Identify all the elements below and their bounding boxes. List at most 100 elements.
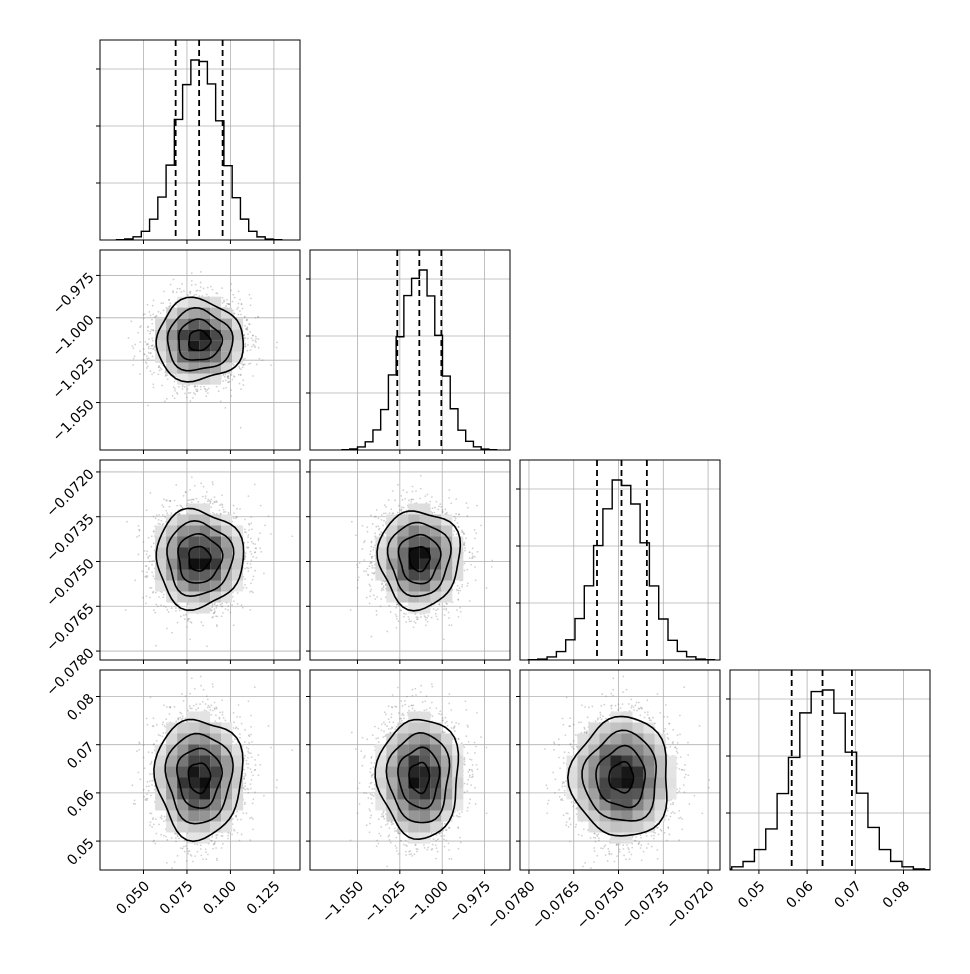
sample-point xyxy=(413,626,415,628)
sample-point xyxy=(158,311,160,313)
sample-point xyxy=(183,495,185,497)
sample-point xyxy=(221,287,223,289)
sample-point xyxy=(437,608,439,610)
sample-point xyxy=(420,475,422,477)
density-cell xyxy=(386,515,397,526)
sample-point xyxy=(250,726,252,728)
sample-point xyxy=(388,827,390,829)
sample-point xyxy=(146,344,148,346)
sample-point xyxy=(244,803,246,805)
sample-point xyxy=(255,336,257,338)
sample-point xyxy=(356,564,358,566)
sample-point xyxy=(475,579,477,581)
sample-point xyxy=(161,385,163,387)
sample-point xyxy=(146,363,148,365)
sample-point xyxy=(203,386,205,388)
sample-point xyxy=(233,505,235,507)
sample-point xyxy=(250,560,252,562)
sample-point xyxy=(195,284,197,286)
sample-point xyxy=(128,337,130,339)
sample-point xyxy=(264,525,266,527)
sample-point xyxy=(248,323,250,325)
sample-point xyxy=(212,848,214,850)
sample-point xyxy=(415,622,417,624)
sample-point xyxy=(138,741,140,743)
sample-point xyxy=(139,373,141,375)
sample-point xyxy=(214,496,216,498)
sample-point xyxy=(161,368,163,370)
sample-point xyxy=(218,390,220,392)
sample-point xyxy=(457,522,459,524)
sample-point xyxy=(385,512,387,514)
sample-point xyxy=(464,757,466,759)
sample-point xyxy=(383,513,385,515)
sample-point xyxy=(454,520,456,522)
sample-point xyxy=(457,826,459,828)
sample-point xyxy=(209,500,211,502)
sample-point xyxy=(424,847,426,849)
sample-point xyxy=(191,677,193,679)
sample-point xyxy=(195,709,197,711)
sample-point xyxy=(166,398,168,400)
sample-point xyxy=(385,506,387,508)
sample-point xyxy=(370,814,372,816)
sample-point xyxy=(223,387,225,389)
sample-point xyxy=(155,604,157,606)
sample-point xyxy=(372,523,374,525)
sample-point xyxy=(182,848,184,850)
sample-point xyxy=(215,605,217,607)
sample-point xyxy=(366,597,368,599)
sample-point xyxy=(244,519,246,521)
sample-point xyxy=(233,712,235,714)
sample-point xyxy=(181,719,183,721)
sample-point xyxy=(199,290,201,292)
sample-point xyxy=(361,548,363,550)
sample-point xyxy=(143,318,145,320)
sample-point xyxy=(410,620,412,622)
sample-point xyxy=(204,388,206,390)
sample-point xyxy=(194,393,196,395)
sample-point xyxy=(251,817,253,819)
sample-point xyxy=(216,513,218,515)
sample-point xyxy=(146,718,148,720)
sample-point xyxy=(251,541,253,543)
sample-point xyxy=(166,500,168,502)
sample-point xyxy=(153,743,155,745)
sample-point xyxy=(205,391,207,393)
sample-point xyxy=(185,845,187,847)
sample-point xyxy=(395,607,397,609)
sample-point xyxy=(383,722,385,724)
sample-point xyxy=(445,609,447,611)
sample-point xyxy=(381,514,383,516)
sample-point xyxy=(197,707,199,709)
sample-point xyxy=(184,851,186,853)
sample-point xyxy=(152,313,154,315)
sample-point xyxy=(469,551,471,553)
sample-point xyxy=(187,499,189,501)
sample-point xyxy=(163,821,165,823)
sample-point xyxy=(186,505,188,507)
sample-point xyxy=(461,531,463,533)
sample-point xyxy=(190,854,192,856)
sample-point xyxy=(276,347,278,349)
sample-point xyxy=(141,570,143,572)
sample-point xyxy=(204,709,206,711)
sample-point xyxy=(248,742,250,744)
sample-point xyxy=(448,858,450,860)
sample-point xyxy=(226,303,228,305)
sample-point xyxy=(432,507,434,509)
sample-point xyxy=(251,741,253,743)
sample-point xyxy=(246,350,248,352)
sample-point xyxy=(210,714,212,716)
sample-point xyxy=(361,765,363,767)
density-cell xyxy=(221,755,232,766)
sample-point xyxy=(240,374,242,376)
sample-point xyxy=(136,536,138,538)
sample-point xyxy=(187,618,189,620)
sample-point xyxy=(245,775,247,777)
sample-point xyxy=(440,714,442,716)
sample-point xyxy=(187,848,189,850)
sample-point xyxy=(442,717,444,719)
sample-point xyxy=(251,590,253,592)
sample-point xyxy=(158,523,160,525)
